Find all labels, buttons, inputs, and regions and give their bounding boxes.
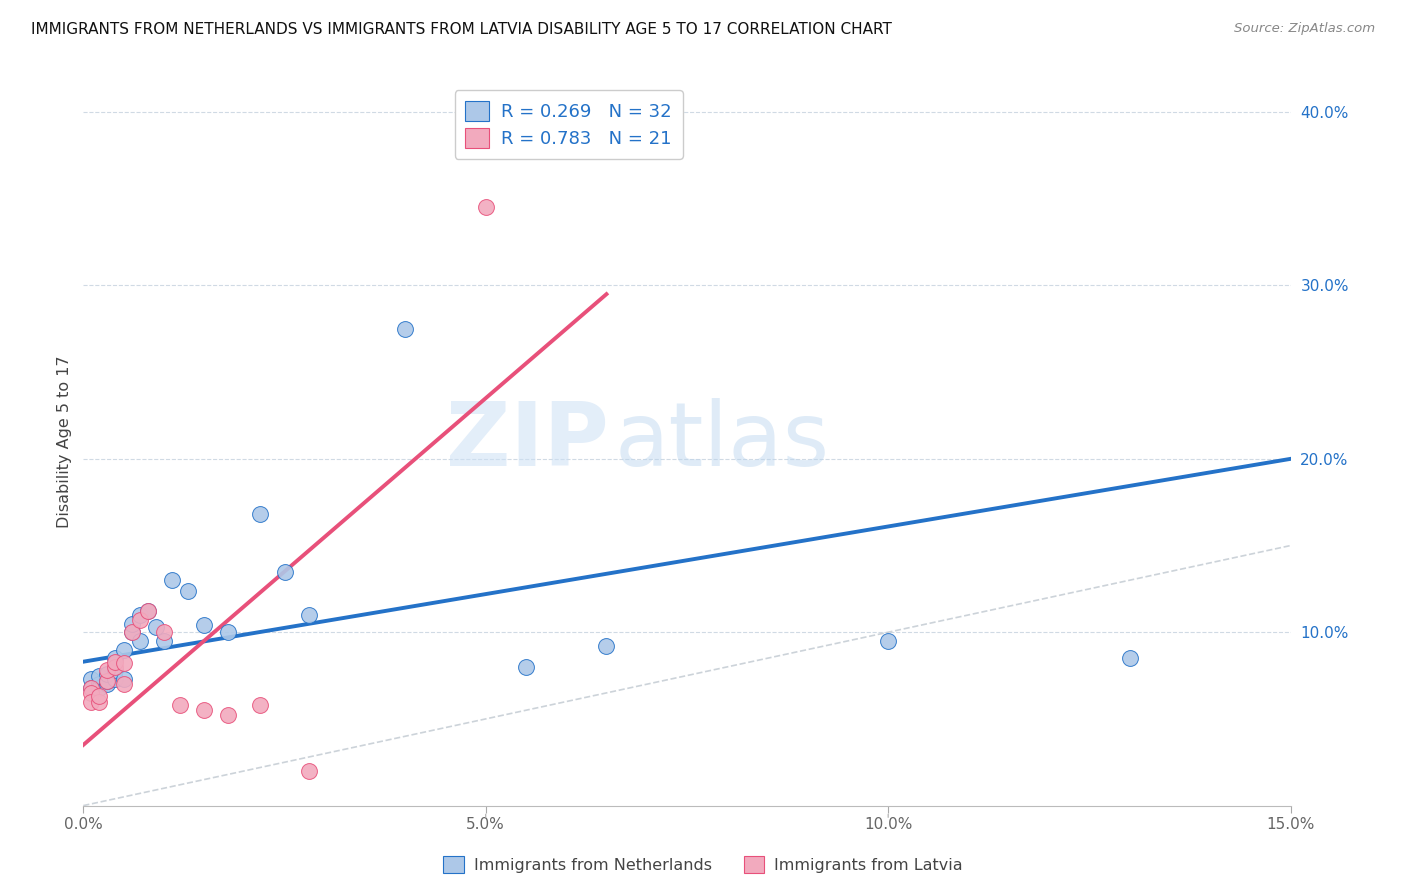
Point (1118, 651, 1140, 665)
Point (121, 625, 143, 640)
Point (217, 625, 239, 640)
Point (80, 672, 103, 686)
Point (595, 639, 617, 653)
Point (89, 681, 111, 695)
Point (249, 508, 271, 522)
Point (104, 664, 127, 678)
Point (80, 695, 103, 709)
Point (177, 583, 200, 598)
Point (128, 607, 150, 622)
Point (89, 668, 111, 682)
Text: ZIP: ZIP (446, 398, 609, 485)
Point (80, 681, 103, 695)
Point (96, 677, 118, 691)
Point (145, 620, 167, 634)
Point (273, 565, 295, 579)
Point (152, 633, 174, 648)
Point (104, 655, 127, 669)
Point (89, 695, 111, 709)
Point (112, 672, 135, 686)
Point (104, 660, 127, 674)
Point (96, 664, 118, 678)
Point (96, 673, 118, 688)
Legend: Immigrants from Netherlands, Immigrants from Latvia: Immigrants from Netherlands, Immigrants … (437, 849, 969, 880)
Point (193, 703, 215, 717)
Point (121, 616, 143, 631)
Point (104, 672, 127, 686)
Point (112, 657, 135, 671)
Point (112, 642, 135, 657)
Point (152, 625, 174, 640)
Point (169, 698, 191, 712)
Point (128, 633, 150, 648)
Point (515, 660, 537, 674)
Point (104, 651, 127, 665)
Legend: R = 0.269   N = 32, R = 0.783   N = 21: R = 0.269 N = 32, R = 0.783 N = 21 (454, 90, 683, 159)
Point (394, 322, 416, 336)
Point (474, 201, 496, 215)
Point (89, 690, 111, 704)
Point (112, 677, 135, 691)
Point (128, 613, 150, 627)
Point (217, 708, 239, 723)
Text: Source: ZipAtlas.com: Source: ZipAtlas.com (1234, 22, 1375, 36)
Y-axis label: Disability Age 5 to 17: Disability Age 5 to 17 (58, 355, 72, 528)
Point (193, 618, 215, 632)
Point (96, 673, 118, 688)
Point (298, 764, 321, 778)
Point (80, 681, 103, 695)
Point (89, 677, 111, 691)
Text: atlas: atlas (614, 398, 830, 485)
Point (136, 604, 159, 618)
Point (96, 666, 118, 681)
Text: IMMIGRANTS FROM NETHERLANDS VS IMMIGRANTS FROM LATVIA DISABILITY AGE 5 TO 17 COR: IMMIGRANTS FROM NETHERLANDS VS IMMIGRANT… (31, 22, 891, 37)
Point (160, 573, 183, 587)
Point (298, 607, 321, 622)
Point (80, 686, 103, 700)
Point (877, 633, 900, 648)
Point (136, 604, 159, 618)
Point (249, 698, 271, 712)
Point (121, 625, 143, 640)
